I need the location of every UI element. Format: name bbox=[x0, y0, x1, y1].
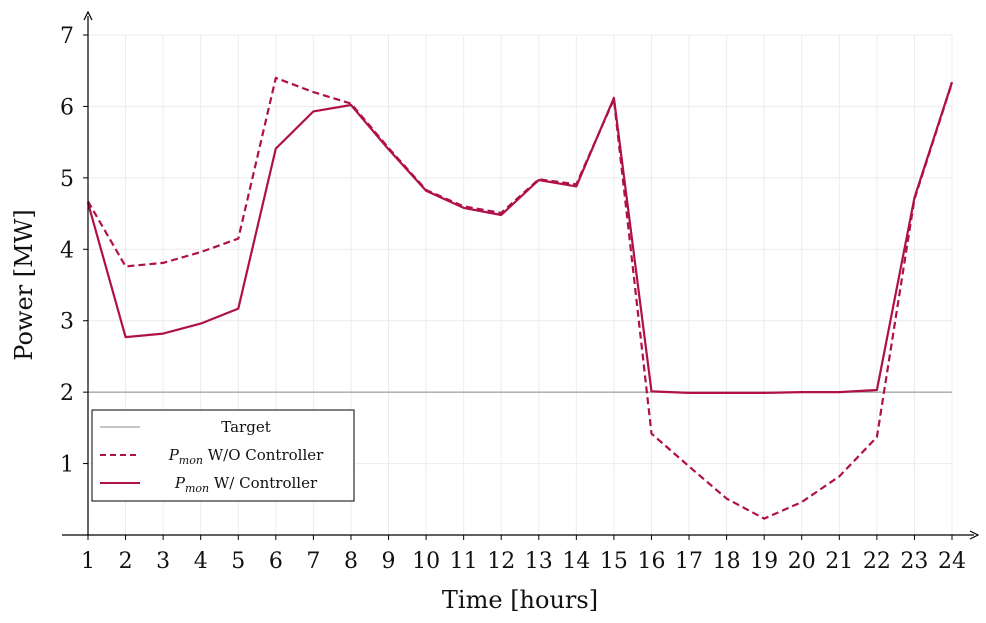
x-tick-label: 8 bbox=[344, 549, 358, 574]
x-axis-arrow bbox=[969, 530, 980, 540]
y-tick-label: 1 bbox=[60, 453, 74, 478]
x-tick-label: 20 bbox=[788, 549, 816, 574]
legend-series-name-text: W/ Controller bbox=[214, 474, 318, 492]
y-tick-label: 7 bbox=[60, 24, 74, 49]
x-tick-label: 9 bbox=[382, 549, 396, 574]
legend-label-w-controller: Pmon W/ Controller bbox=[174, 474, 318, 495]
series-layer bbox=[86, 76, 954, 520]
y-tick-label: 2 bbox=[60, 381, 74, 406]
x-tick-label: 21 bbox=[825, 549, 853, 574]
x-tick-label: 17 bbox=[675, 549, 703, 574]
x-tick-label: 10 bbox=[412, 549, 440, 574]
legend: Target Pmon W/O Controller Pmon W/ Contr… bbox=[91, 409, 355, 502]
x-tick-label: 16 bbox=[637, 549, 665, 574]
y-tick-label: 3 bbox=[60, 310, 74, 335]
legend-symbol-sub: mon bbox=[185, 482, 209, 495]
x-tick-label: 12 bbox=[487, 549, 515, 574]
x-tick-label: 2 bbox=[119, 549, 133, 574]
y-axis-label: Power [MW] bbox=[10, 209, 38, 360]
x-tick-label: 3 bbox=[156, 549, 170, 574]
x-tick-label: 11 bbox=[450, 549, 478, 574]
y-tick-label: 5 bbox=[60, 167, 74, 192]
y-tick-labels: 1 2 3 4 5 6 7 bbox=[60, 24, 74, 478]
legend-series-name-text: W/O Controller bbox=[208, 446, 324, 464]
series-line-1 bbox=[86, 81, 954, 394]
x-tick-label: 5 bbox=[231, 549, 245, 574]
y-tick-label: 6 bbox=[60, 95, 74, 120]
x-axis-label: Time [hours] bbox=[442, 586, 598, 614]
x-tick-label: 22 bbox=[863, 549, 891, 574]
grid bbox=[87, 34, 953, 535]
axes bbox=[62, 10, 980, 540]
legend-symbol-sub: mon bbox=[179, 454, 203, 467]
legend-label-wo-controller: Pmon W/O Controller bbox=[168, 446, 324, 467]
x-tick-label: 14 bbox=[562, 549, 590, 574]
legend-symbol-p: P bbox=[168, 446, 180, 464]
y-axis-arrow bbox=[83, 10, 93, 21]
x-tick-label: 18 bbox=[713, 549, 741, 574]
legend-label-target: Target bbox=[221, 418, 270, 436]
x-tick-label: 13 bbox=[525, 549, 553, 574]
x-tick-label: 6 bbox=[269, 549, 283, 574]
x-tick-label: 24 bbox=[938, 549, 966, 574]
x-tick-label: 7 bbox=[306, 549, 320, 574]
x-tick-labels: 1 2 3 4 5 6 7 8 9 10 11 12 13 14 15 16 17 18 19 20 21 22 23 24 bbox=[81, 549, 966, 574]
x-tick-label: 4 bbox=[194, 549, 208, 574]
x-tick-label: 1 bbox=[81, 549, 95, 574]
x-tick-label: 23 bbox=[900, 549, 928, 574]
y-tick-label: 4 bbox=[60, 238, 74, 263]
legend-symbol-p: P bbox=[174, 474, 186, 492]
x-tick-label: 19 bbox=[750, 549, 778, 574]
x-tick-label: 15 bbox=[600, 549, 628, 574]
